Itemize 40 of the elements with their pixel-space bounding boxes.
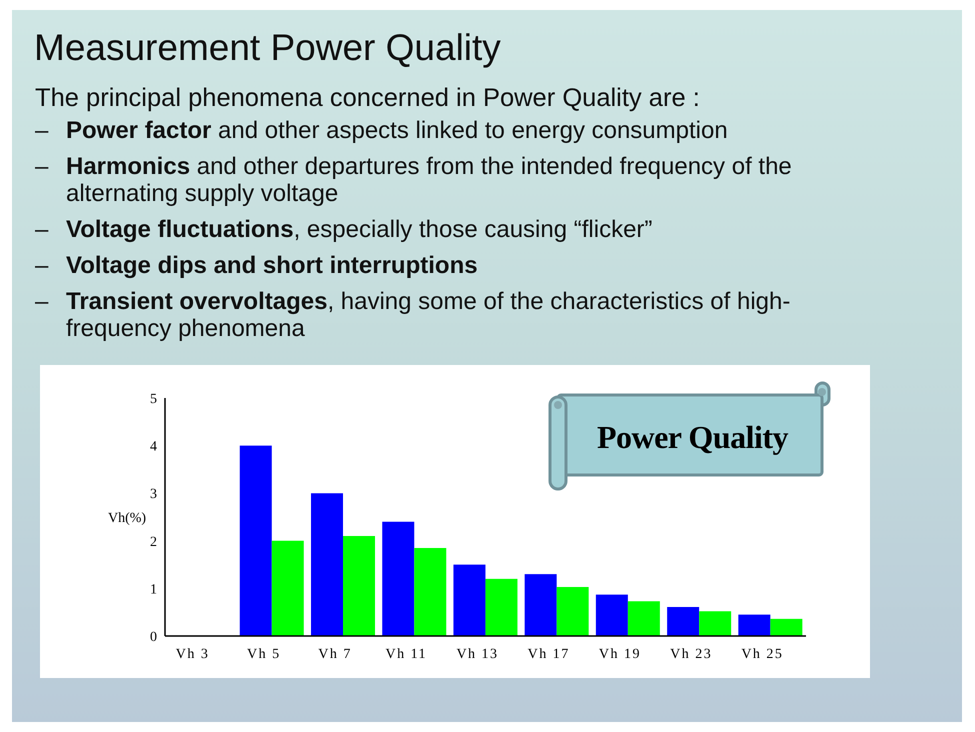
bar bbox=[343, 536, 376, 636]
y-tick-label: 2 bbox=[150, 534, 157, 550]
bar bbox=[272, 540, 304, 636]
bar bbox=[738, 614, 770, 636]
y-tick-label: 0 bbox=[150, 630, 157, 645]
text: – Power factor and other aspects linked to energy consumption bbox=[35, 117, 729, 144]
chart-title: Measurement Power Quality bbox=[34, 27, 501, 69]
y-tick-label: 5 bbox=[150, 392, 157, 407]
annotation: Power Quality bbox=[596, 418, 790, 456]
bar bbox=[770, 618, 802, 636]
bar bbox=[667, 606, 700, 636]
x-tick-label: Vh 23 bbox=[670, 646, 712, 662]
text: – Voltage dips and short interruptions bbox=[35, 252, 478, 279]
x-tick-label: Vh 11 bbox=[385, 646, 428, 662]
x-tick-label: Vh 25 bbox=[741, 646, 784, 662]
x-tick-label: Vh 17 bbox=[528, 646, 570, 662]
bar bbox=[240, 446, 272, 636]
x-tick-label: Vh 13 bbox=[456, 646, 499, 662]
x-tick-label: Vh 3 bbox=[176, 646, 210, 662]
bar bbox=[453, 564, 486, 636]
chart-subtitle: The principal phenomena concerned in Power Quality are : bbox=[35, 83, 700, 113]
bar bbox=[485, 578, 518, 636]
y-tick-label: 3 bbox=[150, 487, 157, 502]
y-axis-title: Vh(%) bbox=[108, 510, 146, 526]
x-tick-label: Vh 19 bbox=[598, 646, 642, 662]
y-tick-label: 1 bbox=[150, 582, 157, 598]
text: – Voltage fluctuations, especially those causing “flicker” bbox=[35, 216, 654, 243]
bar bbox=[311, 493, 344, 636]
bar bbox=[414, 548, 446, 636]
text: – Harmonics and other departures from the intended frequency of the alternating supply voltage bbox=[35, 153, 793, 207]
bar bbox=[596, 594, 628, 636]
text: – Transient overvoltages, having some of the characteristics of high-frequency phenomena bbox=[35, 288, 790, 342]
bar bbox=[382, 522, 414, 636]
bar bbox=[628, 601, 660, 636]
bar bbox=[699, 611, 732, 636]
bar bbox=[524, 574, 557, 636]
bar bbox=[556, 586, 589, 636]
x-tick-label: Vh 5 bbox=[247, 646, 281, 662]
x-tick-label: Vh 7 bbox=[318, 646, 352, 662]
y-tick-label: 4 bbox=[150, 440, 157, 455]
